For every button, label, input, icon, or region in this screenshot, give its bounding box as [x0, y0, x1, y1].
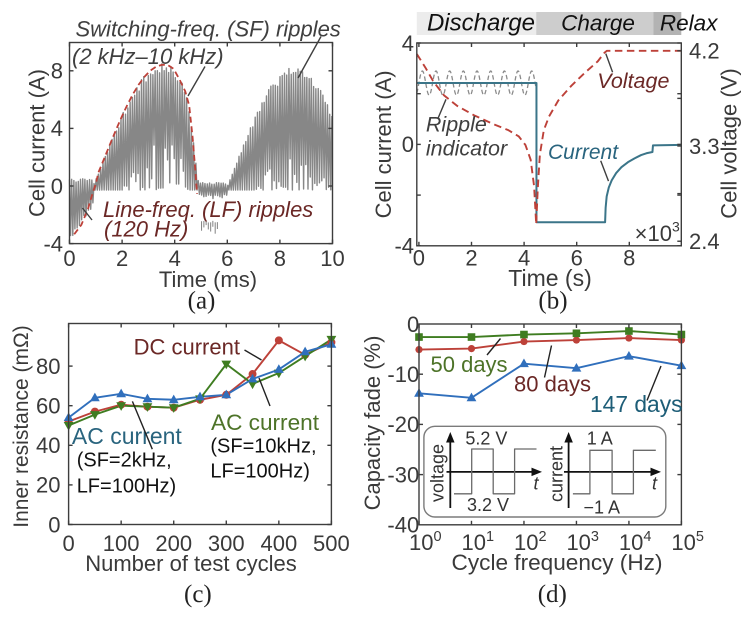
- svg-text:Capacity fade (%): Capacity fade (%): [360, 336, 385, 511]
- svg-text:400: 400: [260, 531, 297, 556]
- svg-text:Cell voltage (V): Cell voltage (V): [717, 68, 742, 218]
- svg-text:Cycle frequency (Hz): Cycle frequency (Hz): [452, 550, 663, 575]
- svg-text:-4: -4: [43, 231, 63, 256]
- svg-text:3.2 V: 3.2 V: [467, 495, 509, 515]
- svg-text:-4: -4: [394, 234, 414, 259]
- svg-text:Discharge: Discharge: [427, 10, 535, 37]
- svg-text:Charge: Charge: [561, 11, 635, 36]
- svg-text:8: 8: [274, 246, 286, 271]
- svg-text:100: 100: [103, 531, 140, 556]
- svg-text:Inner resistance (mΩ): Inner resistance (mΩ): [10, 325, 33, 527]
- svg-text:current: current: [547, 446, 567, 502]
- svg-text:Switching-freq. (SF) ripples: Switching-freq. (SF) ripples: [76, 17, 341, 42]
- svg-text:Current: Current: [548, 141, 619, 164]
- svg-text:(SF=10kHz,: (SF=10kHz,: [210, 436, 316, 458]
- svg-text:indicator: indicator: [426, 137, 508, 161]
- svg-text:t: t: [652, 474, 658, 494]
- svg-text:0: 0: [51, 174, 63, 199]
- svg-text:-40: -40: [387, 513, 419, 538]
- svg-text:Relax: Relax: [660, 11, 718, 36]
- svg-text:80: 80: [36, 354, 60, 379]
- svg-text:(120 Hz): (120 Hz): [104, 217, 188, 242]
- svg-text:60: 60: [36, 394, 60, 419]
- svg-text:Ripple: Ripple: [426, 113, 487, 137]
- svg-text:-10: -10: [387, 362, 419, 387]
- svg-text:40: 40: [36, 433, 60, 458]
- svg-text:(b): (b): [538, 288, 567, 315]
- svg-text:(SF=2kHz,: (SF=2kHz,: [77, 450, 172, 472]
- svg-text:500: 500: [313, 531, 350, 556]
- svg-text:8: 8: [623, 246, 635, 271]
- svg-text:2.4: 2.4: [689, 229, 720, 254]
- svg-text:−1 A: −1 A: [584, 498, 621, 518]
- svg-text:0: 0: [63, 246, 75, 271]
- svg-text:4: 4: [169, 246, 181, 271]
- svg-text:0: 0: [407, 312, 419, 337]
- svg-text:3: 3: [672, 219, 680, 235]
- svg-text:200: 200: [155, 531, 192, 556]
- svg-text:8: 8: [51, 59, 63, 84]
- svg-text:147 days: 147 days: [590, 391, 683, 417]
- svg-text:(d): (d): [538, 581, 567, 608]
- svg-text:4: 4: [51, 116, 63, 141]
- svg-text:6: 6: [571, 246, 583, 271]
- svg-text:2: 2: [465, 246, 477, 271]
- svg-text:-30: -30: [387, 462, 419, 487]
- svg-text:50 days: 50 days: [431, 352, 508, 377]
- svg-text:5.2 V: 5.2 V: [465, 428, 507, 448]
- svg-text:Number of test cycles: Number of test cycles: [85, 551, 297, 576]
- svg-text:Time (s): Time (s): [508, 265, 591, 291]
- svg-text:300: 300: [208, 531, 245, 556]
- svg-text:DC current: DC current: [134, 335, 240, 360]
- svg-text:4: 4: [518, 246, 530, 271]
- svg-text:6: 6: [221, 246, 233, 271]
- svg-text:LF=100Hz): LF=100Hz): [210, 461, 310, 483]
- svg-text:1 A: 1 A: [587, 428, 613, 448]
- svg-text:-20: -20: [387, 412, 419, 437]
- svg-text:Voltage: Voltage: [597, 69, 669, 93]
- svg-text:3.3: 3.3: [689, 134, 720, 159]
- svg-text:Line-freq. (LF) ripples: Line-freq. (LF) ripples: [103, 197, 313, 222]
- svg-text:4.2: 4.2: [689, 39, 720, 64]
- svg-text:LF=100Hz): LF=100Hz): [77, 476, 177, 498]
- svg-text:(2 kHz–10 kHz): (2 kHz–10 kHz): [72, 44, 224, 69]
- svg-text:Cell current (A): Cell current (A): [25, 69, 50, 217]
- svg-text:0: 0: [62, 531, 74, 556]
- svg-text:AC current: AC current: [211, 410, 320, 435]
- svg-text:2: 2: [116, 246, 128, 271]
- svg-text:Time (ms): Time (ms): [159, 267, 257, 292]
- svg-text:(a): (a): [188, 288, 216, 315]
- svg-text:0: 0: [413, 246, 425, 271]
- svg-text:voltage: voltage: [428, 444, 448, 502]
- svg-text:20: 20: [36, 473, 60, 498]
- svg-text:10: 10: [320, 246, 344, 271]
- svg-text:0: 0: [48, 512, 60, 537]
- svg-text:AC current: AC current: [72, 423, 183, 449]
- svg-text:×10: ×10: [635, 221, 672, 246]
- svg-text:Cell current (A): Cell current (A): [371, 70, 396, 218]
- svg-text:(c): (c): [184, 581, 212, 608]
- svg-text:t: t: [534, 474, 540, 494]
- svg-text:80 days: 80 days: [514, 372, 591, 397]
- svg-text:4: 4: [402, 31, 414, 56]
- svg-text:0: 0: [402, 132, 414, 157]
